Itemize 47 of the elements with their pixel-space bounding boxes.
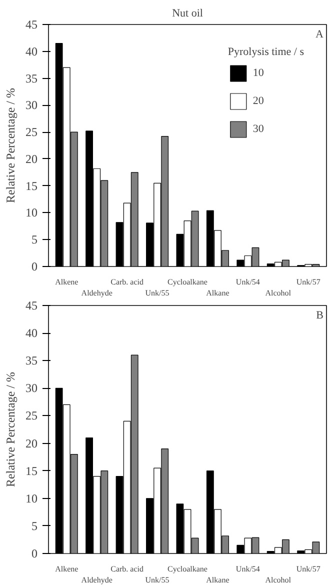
x-tick-label: Unk/54 <box>236 278 260 286</box>
x-tick-label: Alkane <box>206 288 230 298</box>
y-axis-title: Relative Percentage / % <box>4 88 18 203</box>
legend-label: 20 <box>252 95 265 107</box>
y-tick-label: 0 <box>32 260 38 274</box>
y-tick-label: 35 <box>26 354 38 368</box>
y-tick-label: 25 <box>26 125 38 140</box>
legend-label: 30 <box>252 123 265 135</box>
y-tick-label: 10 <box>26 206 38 220</box>
x-tick-label: Cycloalkane <box>168 564 208 574</box>
y-tick-label: 45 <box>26 18 38 32</box>
annotation: B <box>316 310 324 322</box>
y-tick-label: 30 <box>26 381 38 396</box>
x-tick-label: Unk/54 <box>236 564 260 574</box>
x-tick-label: Cycloalkane <box>168 278 208 286</box>
y-tick-label: 5 <box>32 232 38 247</box>
y-tick-label: 15 <box>26 464 38 478</box>
y-tick-label: 40 <box>26 44 38 58</box>
y-tick-label: 20 <box>26 152 38 166</box>
y-tick-label: 10 <box>26 491 38 506</box>
x-tick-label: Unk/55 <box>145 575 170 584</box>
legend-title: Pyrolysis time / s <box>228 46 304 58</box>
x-tick-label: Alkane <box>206 575 230 584</box>
chart-title: Nut oil <box>172 8 203 20</box>
x-tick-label: Carb. acid <box>110 278 144 286</box>
x-tick-label: Unk/57 <box>296 564 320 574</box>
x-tick-label: Alcohol <box>265 288 292 298</box>
y-axis-title: Relative Percentage / % <box>4 372 18 487</box>
y-tick-label: 5 <box>32 518 38 533</box>
y-tick-label: 30 <box>26 98 38 112</box>
x-tick-label: Unk/55 <box>145 288 170 298</box>
y-tick-label: 0 <box>32 546 38 560</box>
x-tick-label: Alkene <box>55 564 79 574</box>
x-tick-label: Unk/57 <box>296 278 320 286</box>
y-tick-label: 35 <box>26 71 38 86</box>
x-tick-label: Carb. acid <box>110 564 144 574</box>
y-tick-label: 15 <box>26 178 38 193</box>
y-tick-label: 40 <box>26 326 38 340</box>
y-tick-label: 25 <box>26 408 38 423</box>
x-tick-label: Alkene <box>55 278 79 286</box>
y-tick-label: 20 <box>26 436 38 450</box>
x-tick-label: Aldehyde <box>81 288 113 298</box>
x-tick-label: Alcohol <box>265 575 292 584</box>
x-tick-label: Aldehyde <box>81 575 113 584</box>
y-tick-label: 45 <box>26 298 38 312</box>
annotation: A <box>316 28 324 40</box>
legend-label: 10 <box>252 67 265 79</box>
